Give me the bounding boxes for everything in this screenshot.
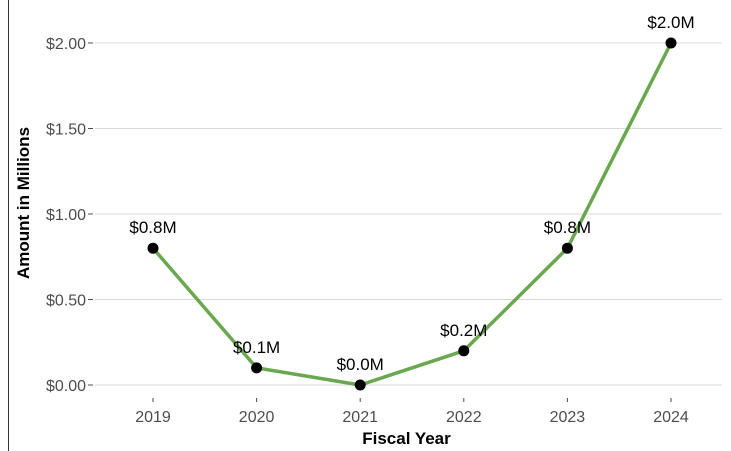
data-label: $0.0M: [337, 355, 384, 374]
y-tick-label: $0.50: [46, 293, 86, 310]
data-label: $0.8M: [544, 218, 591, 237]
y-tick-label: $1.00: [46, 207, 86, 224]
data-point: [354, 379, 366, 391]
data-labels: $0.8M $0.1M $0.0M $0.2M $0.8M $2.0M: [129, 13, 694, 374]
data-label: $0.1M: [233, 338, 280, 357]
x-tick-label: 2023: [550, 409, 586, 426]
data-point: [458, 345, 470, 357]
x-tick-label: 2024: [653, 409, 689, 426]
x-tick-label: 2020: [239, 409, 275, 426]
x-tick-label: 2022: [446, 409, 482, 426]
y-tick-label: $1.50: [46, 122, 86, 139]
left-edge-line: [8, 0, 9, 451]
grid-lines: [95, 42, 722, 386]
data-label: $2.0M: [647, 13, 694, 32]
y-tick-label: $0.00: [46, 378, 86, 395]
x-axis-ticks: 2019 2020 2021 2022 2023 2024: [135, 398, 689, 426]
series-line: [151, 41, 673, 387]
x-axis-title: Fiscal Year: [362, 429, 451, 448]
data-label: $0.8M: [129, 218, 176, 237]
y-axis-title: Amount in Millions: [14, 127, 33, 279]
data-point: [147, 242, 159, 254]
y-tick-label: $2.00: [46, 36, 86, 53]
x-tick-label: 2019: [135, 409, 171, 426]
y-axis-ticks: $0.00 $0.50 $1.00 $1.50 $2.00: [46, 36, 93, 395]
x-tick-label: 2021: [342, 409, 378, 426]
data-point: [665, 37, 677, 49]
data-point: [561, 242, 573, 254]
data-label: $0.2M: [440, 321, 487, 340]
series-amount: [147, 37, 677, 391]
data-point: [251, 362, 263, 374]
